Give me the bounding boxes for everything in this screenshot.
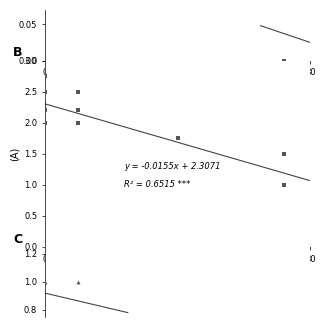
Point	[76, 108, 81, 113]
Point	[42, 279, 47, 284]
Text: R² = 0.6515 ***: R² = 0.6515 ***	[124, 180, 191, 189]
Point	[281, 182, 286, 188]
Y-axis label: (A): (A)	[10, 147, 20, 161]
Point	[42, 108, 47, 113]
Point	[76, 120, 81, 125]
Point	[281, 58, 286, 63]
Point	[76, 89, 81, 94]
Point	[76, 279, 81, 284]
Text: y = -0.0155x + 2.3071: y = -0.0155x + 2.3071	[124, 162, 221, 171]
Point	[42, 74, 47, 79]
Point	[42, 89, 47, 94]
Point	[281, 151, 286, 156]
X-axis label: storage time in years: storage time in years	[127, 80, 228, 89]
X-axis label: storage time in years: storage time in years	[127, 266, 228, 276]
Text: B: B	[13, 46, 22, 59]
Text: C: C	[13, 233, 22, 246]
Point	[175, 136, 180, 141]
Point	[42, 120, 47, 125]
